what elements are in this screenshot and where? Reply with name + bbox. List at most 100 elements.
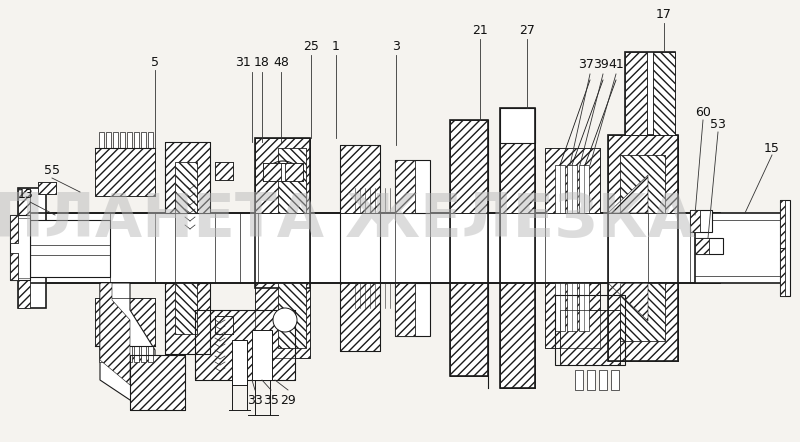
Bar: [127, 132, 132, 148]
Polygon shape: [608, 175, 648, 213]
Polygon shape: [100, 283, 185, 410]
Text: ПЛАНЕТА ЖЕЛЕЗКА: ПЛАНЕТА ЖЕЛЕЗКА: [0, 191, 695, 251]
Bar: [690, 210, 700, 232]
Bar: [545, 148, 600, 213]
Bar: [18, 188, 30, 218]
Bar: [175, 283, 197, 334]
Bar: [500, 108, 535, 213]
Bar: [165, 283, 210, 354]
Bar: [340, 145, 380, 351]
Bar: [555, 283, 565, 331]
Bar: [567, 165, 577, 213]
Bar: [99, 346, 104, 362]
Bar: [10, 215, 30, 280]
Bar: [120, 132, 125, 148]
Bar: [18, 188, 46, 308]
Text: 53: 53: [710, 118, 726, 130]
Bar: [215, 162, 233, 180]
Bar: [625, 52, 675, 135]
Bar: [545, 283, 600, 348]
Bar: [608, 135, 678, 361]
Bar: [278, 283, 306, 348]
Bar: [340, 283, 380, 351]
Bar: [625, 52, 647, 135]
Bar: [10, 253, 18, 280]
Bar: [340, 283, 380, 351]
Bar: [10, 215, 18, 243]
Bar: [30, 220, 110, 277]
Bar: [695, 238, 723, 254]
Text: 25: 25: [303, 39, 319, 53]
Text: 1: 1: [332, 39, 340, 53]
Bar: [587, 370, 595, 390]
Bar: [545, 283, 600, 348]
Bar: [165, 142, 210, 213]
Bar: [10, 215, 18, 243]
Circle shape: [273, 308, 297, 332]
Text: 39: 39: [593, 58, 609, 72]
Bar: [95, 298, 155, 346]
Bar: [560, 310, 620, 365]
Bar: [653, 52, 675, 135]
Bar: [215, 316, 233, 334]
Bar: [106, 346, 111, 362]
Bar: [38, 182, 56, 194]
Bar: [175, 162, 197, 213]
Bar: [555, 165, 565, 213]
Bar: [567, 283, 577, 331]
Bar: [611, 370, 619, 390]
Bar: [134, 132, 139, 148]
Text: 29: 29: [280, 393, 296, 407]
Text: 18: 18: [254, 56, 270, 69]
Bar: [695, 238, 709, 254]
Bar: [620, 155, 665, 213]
Bar: [195, 310, 295, 380]
Bar: [450, 120, 488, 376]
Bar: [500, 283, 535, 388]
Text: 37: 37: [578, 58, 594, 72]
Bar: [95, 298, 155, 346]
Bar: [263, 163, 281, 181]
Bar: [30, 213, 720, 283]
Bar: [780, 200, 790, 296]
Text: 31: 31: [235, 56, 251, 69]
Bar: [545, 148, 600, 213]
Bar: [175, 283, 197, 334]
Bar: [263, 163, 303, 181]
Bar: [780, 200, 785, 248]
Bar: [695, 213, 785, 283]
Bar: [255, 138, 310, 213]
Bar: [252, 330, 272, 380]
Bar: [120, 346, 125, 362]
Bar: [340, 145, 380, 213]
Bar: [215, 162, 233, 180]
Bar: [395, 283, 430, 336]
Bar: [450, 120, 488, 213]
Bar: [500, 283, 535, 388]
Bar: [395, 160, 415, 213]
Bar: [215, 162, 233, 180]
Bar: [195, 310, 295, 380]
Bar: [255, 283, 310, 358]
Bar: [450, 283, 488, 376]
Text: 3: 3: [392, 39, 400, 53]
Bar: [134, 346, 139, 362]
Text: 5: 5: [151, 56, 159, 69]
Bar: [620, 283, 665, 341]
Bar: [780, 248, 785, 296]
Bar: [560, 310, 620, 365]
Bar: [608, 135, 678, 213]
Bar: [175, 162, 197, 213]
Bar: [232, 340, 247, 385]
Bar: [130, 355, 185, 410]
Bar: [130, 355, 185, 410]
Bar: [608, 283, 678, 361]
Bar: [579, 283, 589, 331]
Bar: [450, 120, 488, 213]
Text: 55: 55: [44, 164, 60, 176]
Bar: [555, 295, 625, 365]
Bar: [165, 142, 210, 213]
Bar: [500, 108, 535, 388]
Bar: [285, 163, 303, 181]
Bar: [255, 138, 310, 288]
